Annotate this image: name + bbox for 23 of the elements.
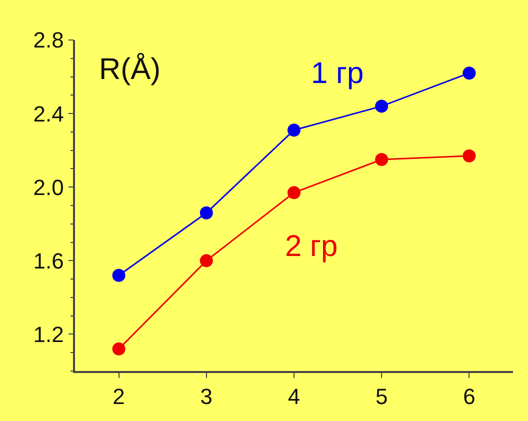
y-tick-label: 2.0 — [33, 174, 64, 200]
y-tick-label: 2.8 — [33, 28, 64, 53]
point — [288, 124, 300, 137]
x-tick-label: 6 — [463, 384, 476, 410]
y-tick-label: 2.4 — [33, 101, 64, 126]
x-tick-label: 4 — [288, 384, 300, 410]
series-label: 1 гр — [311, 57, 364, 90]
y-axis-title: R(Å) — [99, 52, 161, 86]
point — [462, 66, 476, 80]
point — [112, 268, 126, 282]
x-tick-label: 3 — [200, 384, 213, 410]
y-tick-label: 1.2 — [33, 322, 64, 347]
x-tick-label: 5 — [375, 384, 388, 410]
y-tick-label: 1.6 — [33, 248, 64, 274]
point — [462, 149, 476, 162]
point — [200, 206, 213, 220]
point — [288, 186, 300, 200]
point — [200, 254, 213, 268]
point — [375, 153, 388, 166]
point — [112, 342, 126, 356]
x-tick-label: 2 — [112, 384, 125, 410]
series-label: 2 гр — [285, 230, 338, 263]
point — [375, 100, 388, 113]
